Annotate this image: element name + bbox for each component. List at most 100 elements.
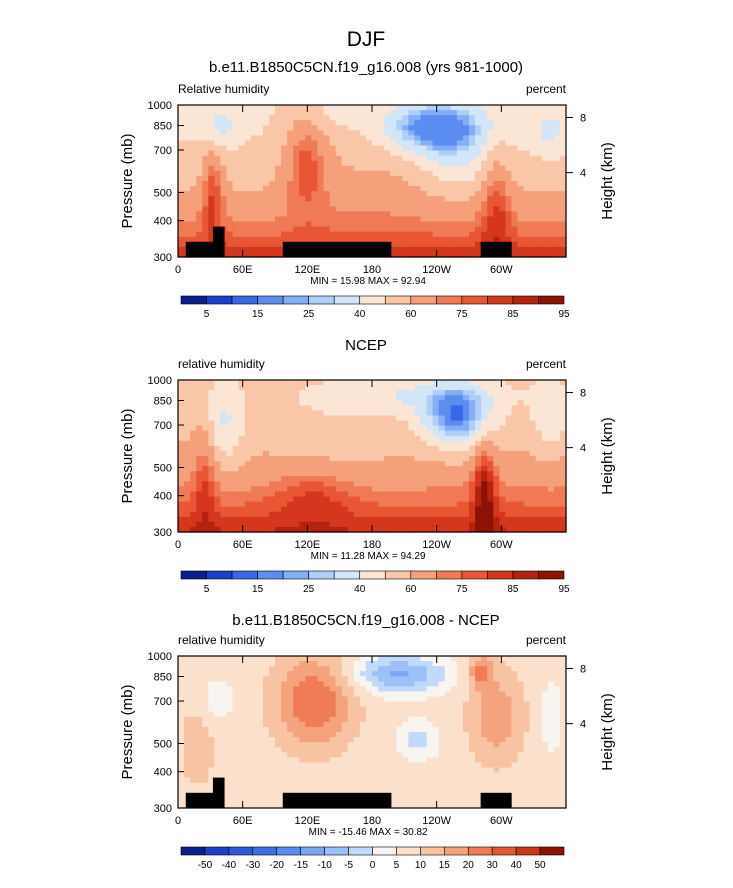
- field-cell: [408, 666, 416, 672]
- field-cell: [390, 110, 397, 116]
- field-cell: [432, 181, 440, 187]
- field-cell: [323, 496, 331, 503]
- field-cell: [208, 175, 215, 182]
- field-cell: [384, 721, 391, 728]
- field-cell: [432, 236, 440, 243]
- field-cell: [450, 236, 458, 243]
- field-cell: [353, 511, 361, 518]
- field-cell: [511, 516, 519, 523]
- field-cell: [559, 661, 567, 667]
- field-cell: [244, 120, 252, 126]
- field-cell: [329, 115, 337, 121]
- field-cell: [202, 696, 209, 703]
- field-cell: [208, 160, 215, 167]
- field-cell: [553, 120, 561, 126]
- field-cell: [396, 251, 403, 258]
- field-cell: [408, 226, 416, 233]
- field-cell: [365, 516, 373, 523]
- field-cell: [390, 201, 397, 207]
- field-cell: [359, 481, 367, 487]
- field-cell: [450, 105, 458, 111]
- field-cell: [475, 430, 482, 437]
- field-cell: [559, 476, 567, 482]
- field-cell: [378, 120, 385, 126]
- field-cell: [287, 125, 294, 131]
- field-cell: [511, 726, 519, 733]
- field-cell: [529, 696, 537, 703]
- field-cell: [250, 140, 258, 147]
- field-cell: [396, 450, 403, 457]
- field-cell: [311, 130, 319, 136]
- field-cell: [505, 216, 513, 223]
- field-cell: [365, 706, 373, 713]
- field-cell: [184, 130, 191, 136]
- field-cell: [226, 175, 234, 182]
- field-cell: [178, 681, 185, 687]
- field-cell: [305, 466, 312, 472]
- field-cell: [244, 206, 252, 212]
- field-cell: [281, 466, 288, 472]
- field-cell: [262, 435, 270, 442]
- field-cell: [511, 666, 519, 672]
- field-cell: [493, 711, 500, 718]
- field-cell: [420, 496, 428, 503]
- field-cell: [499, 201, 506, 207]
- field-cell: [553, 676, 561, 682]
- y-tick-label: 500: [154, 463, 172, 475]
- field-cell: [281, 440, 288, 447]
- field-cell: [487, 726, 494, 733]
- field-cell: [456, 415, 464, 422]
- field-cell: [323, 380, 331, 386]
- field-cell: [359, 135, 367, 142]
- field-cell: [317, 526, 325, 533]
- field-cell: [384, 716, 391, 723]
- field-cell: [396, 656, 403, 662]
- field-cell: [487, 461, 494, 467]
- field-cell: [535, 380, 543, 386]
- field-cell: [450, 496, 458, 503]
- colorbar-swatch: [180, 295, 207, 305]
- field-cell: [335, 430, 343, 437]
- field-cell: [414, 671, 422, 677]
- field-cell: [196, 716, 203, 723]
- field-cell: [378, 461, 385, 467]
- field-cell: [226, 216, 234, 223]
- field-cell: [523, 150, 531, 157]
- field-cell: [287, 521, 294, 528]
- field-cell: [232, 196, 240, 202]
- field-cell: [311, 726, 319, 733]
- field-cell: [487, 226, 494, 233]
- field-cell: [511, 430, 519, 437]
- field-cell: [190, 711, 197, 718]
- field-cell: [414, 120, 422, 126]
- field-cell: [214, 521, 222, 528]
- field-cell: [250, 125, 258, 131]
- field-cell: [462, 231, 470, 238]
- field-cell: [505, 711, 513, 718]
- field-cell: [214, 526, 222, 533]
- field-cell: [402, 471, 409, 477]
- field-cell: [511, 236, 519, 243]
- field-cell: [402, 246, 409, 253]
- field-cell: [553, 231, 561, 238]
- field-cell: [511, 486, 519, 493]
- field-cell: [517, 130, 525, 136]
- field-cell: [475, 726, 482, 733]
- field-cell: [559, 521, 567, 528]
- field-cell: [365, 486, 373, 493]
- field-cell: [529, 170, 537, 177]
- field-cell: [226, 526, 234, 533]
- field-cell: [456, 196, 464, 202]
- field-cell: [196, 661, 203, 667]
- field-cell: [244, 681, 252, 687]
- field-cell: [535, 415, 543, 422]
- field-cell: [523, 415, 531, 422]
- field-cell: [311, 231, 319, 238]
- field-cell: [529, 380, 537, 386]
- field-cell: [281, 226, 288, 233]
- field-cell: [184, 231, 191, 238]
- field-cell: [317, 521, 325, 528]
- field-cell: [481, 400, 488, 406]
- field-cell: [469, 521, 476, 528]
- field-cell: [365, 400, 373, 406]
